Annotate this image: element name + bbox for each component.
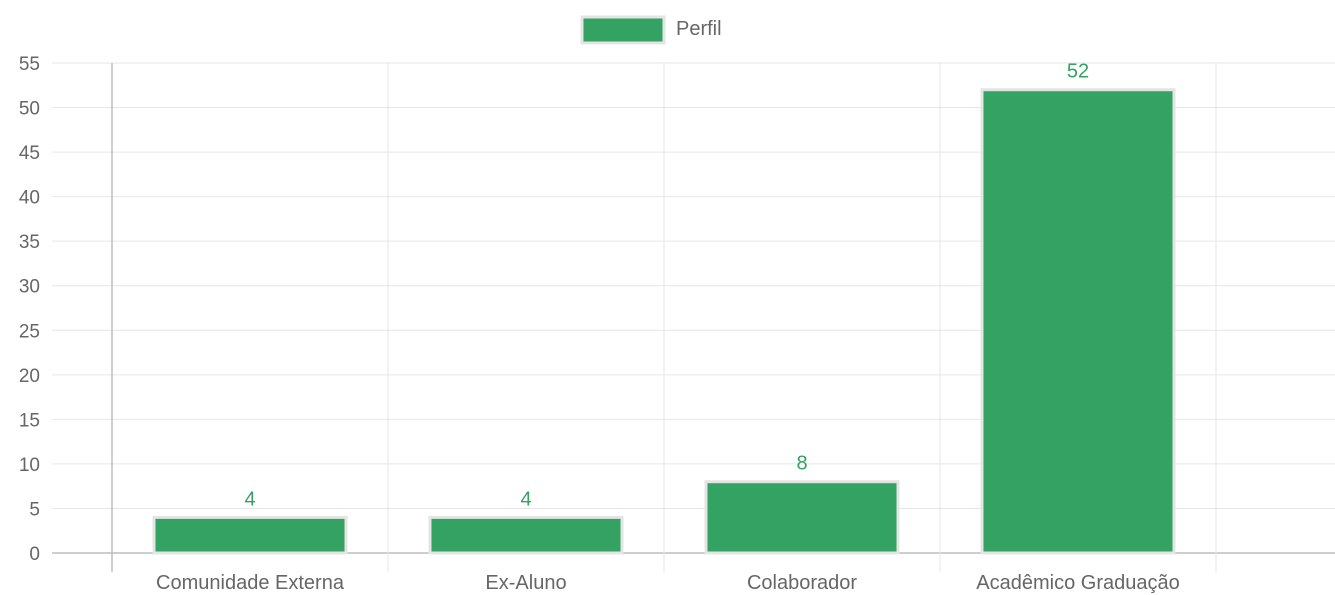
y-tick-label: 30 xyxy=(19,277,40,298)
y-tick-label: 15 xyxy=(19,410,40,431)
data-label: 4 xyxy=(520,488,531,510)
y-tick-label: 55 xyxy=(19,54,40,75)
grid-lines xyxy=(52,62,1335,572)
y-tick-label: 40 xyxy=(19,188,40,209)
legend-swatch xyxy=(580,15,666,45)
data-label: 52 xyxy=(1067,61,1089,83)
y-tick-label: 10 xyxy=(19,455,40,476)
legend-label: Perfil xyxy=(676,18,722,40)
data-label: 4 xyxy=(244,488,255,510)
x-tick-label: Colaborador xyxy=(747,572,857,594)
y-tick-label: 0 xyxy=(29,544,40,565)
y-axis-ticks: 0 5 10 15 20 25 30 35 40 45 50 55 xyxy=(19,54,40,565)
bar[interactable] xyxy=(704,480,900,555)
legend[interactable]: Perfil xyxy=(580,15,722,45)
x-tick-label: Ex-Aluno xyxy=(485,572,566,594)
x-axis-labels: Comunidade Externa Ex-Aluno Colaborador Aca… xyxy=(156,572,1180,594)
y-tick-label: 20 xyxy=(19,366,40,387)
y-tick-label: 35 xyxy=(19,232,40,253)
bar[interactable] xyxy=(428,515,624,555)
data-label: 8 xyxy=(796,453,807,475)
bars xyxy=(152,88,1176,555)
y-tick-label: 5 xyxy=(29,499,40,520)
bar[interactable] xyxy=(152,515,348,555)
y-tick-label: 25 xyxy=(19,321,40,342)
x-tick-label: Acadêmico Graduação xyxy=(976,572,1179,594)
y-tick-label: 50 xyxy=(19,99,40,120)
bar[interactable] xyxy=(980,88,1176,555)
data-labels: 4 4 8 52 xyxy=(244,61,1089,511)
x-tick-label: Comunidade Externa xyxy=(156,572,345,594)
y-tick-label: 45 xyxy=(19,143,40,164)
